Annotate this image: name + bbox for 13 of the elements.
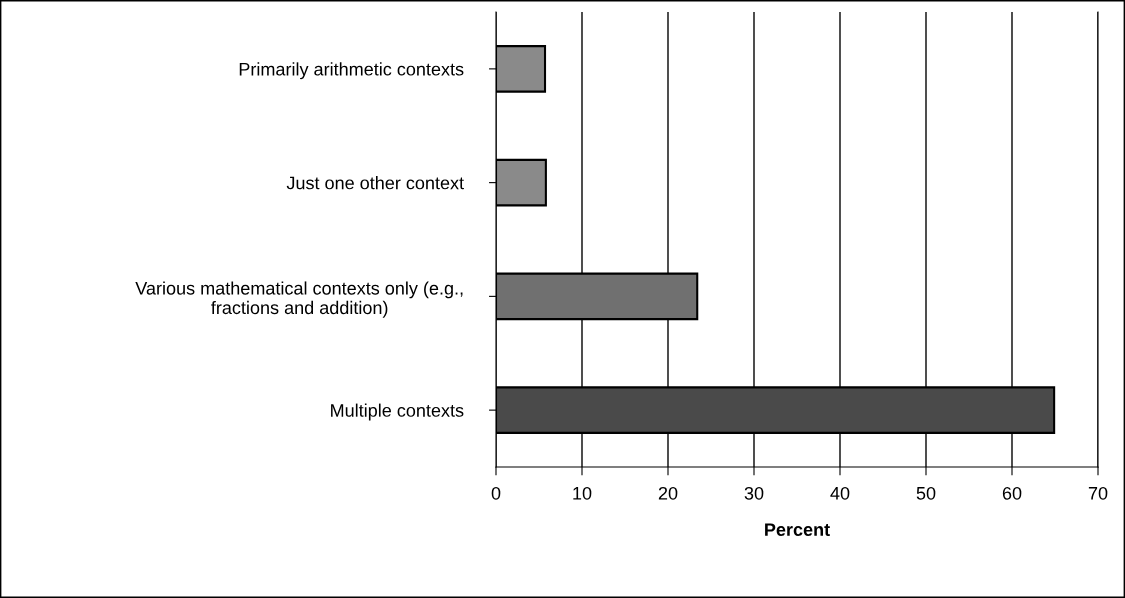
x-tick-label: 70 (1088, 486, 1108, 500)
y-tick-label: Just one other context (286, 176, 464, 190)
x-tick-label: 20 (658, 486, 678, 500)
y-tick-label: Multiple contexts (331, 403, 464, 421)
y-tick-label: Primarily arithmetic contexts (239, 62, 464, 80)
x-tick-label: 10 (573, 486, 592, 500)
y-tick-label: Various mathematical contexts only (e.g., fractions and addition) (135, 281, 463, 318)
x-tick-label: 50 (916, 486, 936, 500)
x-tick-label: 60 (1002, 486, 1022, 500)
x-tick-label: 0 (491, 486, 501, 500)
x-tick-label: 30 (744, 486, 764, 500)
x-tick-label: 40 (830, 486, 850, 500)
x-axis-title: Percent (765, 523, 830, 536)
